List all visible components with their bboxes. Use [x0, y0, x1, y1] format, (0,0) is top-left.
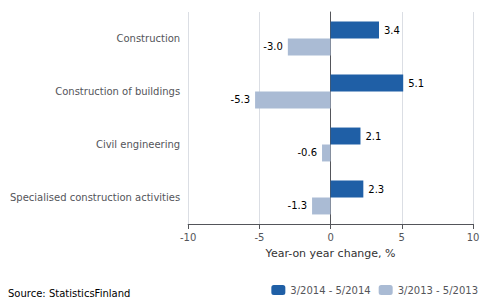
svg-text:3.4: 3.4: [384, 25, 400, 36]
svg-text:3/2014 - 5/2014: 3/2014 - 5/2014: [290, 285, 370, 296]
svg-text:-0.6: -0.6: [298, 147, 318, 158]
svg-text:5: 5: [399, 232, 405, 243]
svg-text:Specialised construction activ: Specialised construction activities: [10, 192, 180, 203]
svg-text:Construction: Construction: [116, 33, 180, 44]
svg-text:-5.3: -5.3: [231, 94, 251, 105]
svg-text:-3.0: -3.0: [263, 41, 283, 52]
svg-text:2.3: 2.3: [368, 184, 384, 195]
svg-text:-10: -10: [180, 232, 196, 243]
svg-text:Construction of buildings: Construction of buildings: [55, 86, 180, 97]
svg-text:5.1: 5.1: [408, 78, 424, 89]
svg-text:2.1: 2.1: [365, 131, 381, 142]
svg-text:10: 10: [467, 232, 480, 243]
svg-text:-5: -5: [254, 232, 264, 243]
svg-text:-1.3: -1.3: [288, 200, 308, 211]
svg-text:0: 0: [327, 232, 333, 243]
svg-text:3/2013 - 5/2013: 3/2013 - 5/2013: [398, 285, 478, 296]
svg-text:Year-on year change, %: Year-on year change, %: [265, 247, 396, 260]
svg-text:Civil engineering: Civil engineering: [96, 139, 180, 150]
svg-text:Source: StatisticsFinland: Source: StatisticsFinland: [8, 288, 130, 299]
